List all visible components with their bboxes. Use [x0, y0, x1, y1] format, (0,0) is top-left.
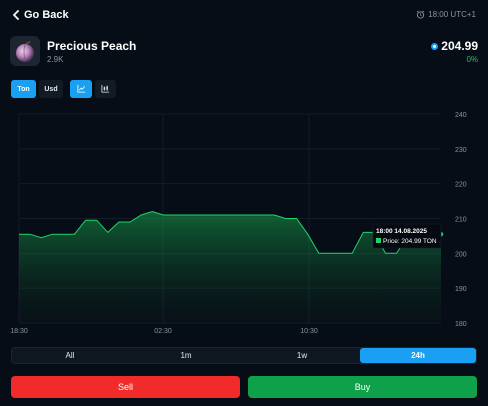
line-chart-toggle[interactable]: [70, 80, 92, 98]
period-all[interactable]: All: [65, 351, 75, 360]
x-tick-label: 02:30: [154, 328, 172, 335]
buy-button[interactable]: Buy: [248, 376, 477, 398]
price-chart[interactable]: 180 190 200 210 220 230 240 18:30 02:30 10:30 18:…: [0, 105, 488, 340]
candle-chart-toggle[interactable]: [95, 80, 116, 98]
item-header: Precious Peach 2.9K 204.99 0%: [10, 36, 478, 70]
y-tick-label: 240: [455, 112, 467, 119]
y-tick-label: 180: [455, 321, 467, 328]
period-selector: All 1m 1w 24h: [11, 347, 477, 364]
price-line: [19, 210, 442, 254]
period-1m[interactable]: 1m: [180, 351, 192, 360]
alarm-clock-icon: [416, 10, 425, 19]
line-chart-icon: [76, 84, 86, 95]
y-tick-label: 190: [455, 286, 467, 293]
item-price: 204.99: [431, 39, 478, 53]
peach-avatar: [10, 36, 40, 66]
trade-actions: Sell Buy: [11, 376, 477, 398]
tooltip-time: 18:00 14.08.2025: [376, 228, 427, 235]
ton-coin-icon: [431, 42, 439, 50]
y-tick-label: 230: [455, 147, 467, 154]
period-1w[interactable]: 1w: [296, 351, 308, 360]
top-bar: Go Back 18:00 UTC+1: [0, 0, 488, 34]
go-back-label: Go Back: [24, 9, 69, 21]
price-area: [19, 211, 441, 323]
x-tick-label: 18:30: [10, 328, 28, 335]
period-24h[interactable]: 24h: [360, 348, 476, 363]
y-tick-label: 200: [455, 251, 467, 258]
x-tick-label: 10:30: [300, 328, 318, 335]
price-change: 0%: [466, 55, 478, 64]
timezone-indicator: 18:00 UTC+1: [416, 10, 476, 19]
price-chart-svg: 180 190 200 210 220 230 240 18:30 02:30 10:30 18:…: [10, 112, 467, 335]
item-title: Precious Peach: [47, 39, 137, 53]
y-tick-label: 220: [455, 182, 467, 189]
tooltip-box: [372, 223, 442, 249]
chevron-left-icon: [12, 10, 20, 20]
tooltip-price: Price: 204.99 TON: [383, 238, 437, 245]
price-value: 204.99: [441, 39, 478, 53]
go-back-button[interactable]: Go Back: [12, 9, 69, 21]
sell-button[interactable]: Sell: [11, 376, 240, 398]
item-count: 2.9K: [47, 55, 64, 64]
y-tick-label: 210: [455, 217, 467, 224]
candlestick-chart-icon: [101, 84, 110, 95]
currency-usd-toggle[interactable]: Usd: [39, 80, 63, 98]
timezone-label: 18:00 UTC+1: [428, 10, 476, 19]
tooltip-swatch: [376, 238, 381, 243]
currency-ton-toggle[interactable]: Ton: [11, 80, 36, 98]
